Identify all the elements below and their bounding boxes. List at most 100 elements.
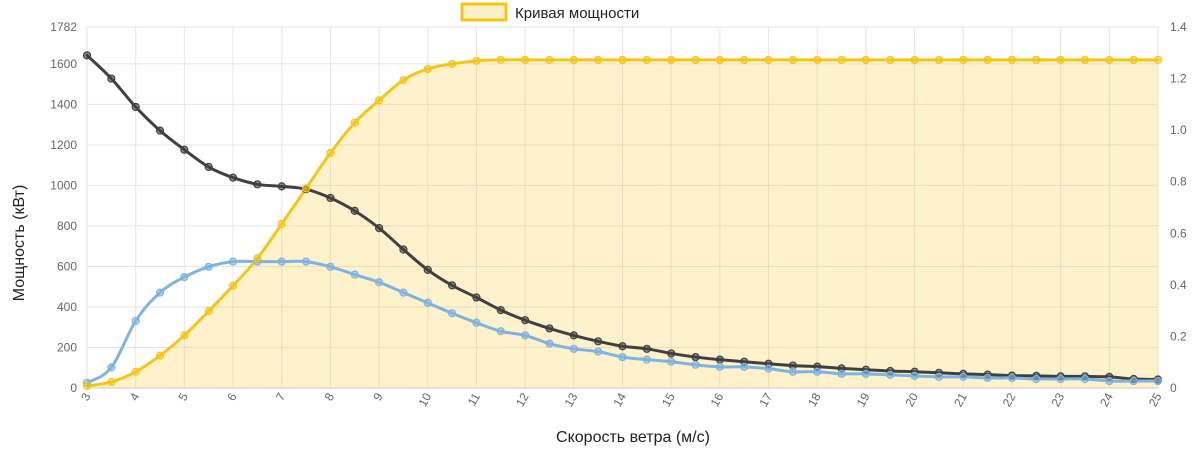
- blue-series-point[interactable]: [837, 369, 846, 378]
- dark-series-point[interactable]: [472, 293, 481, 302]
- power-curve-point[interactable]: [399, 75, 408, 85]
- power-curve-point[interactable]: [545, 55, 554, 64]
- blue-series-point[interactable]: [496, 327, 505, 336]
- blue-series-point[interactable]: [667, 357, 676, 366]
- blue-series-point[interactable]: [350, 270, 359, 279]
- power-curve-point[interactable]: [886, 55, 895, 64]
- blue-series-point[interactable]: [180, 273, 189, 282]
- blue-series-point[interactable]: [1153, 376, 1163, 386]
- power-curve-point[interactable]: [788, 55, 797, 64]
- power-curve-point[interactable]: [910, 55, 919, 64]
- dark-series-point[interactable]: [180, 145, 189, 154]
- blue-series-point[interactable]: [715, 362, 724, 371]
- blue-series-point[interactable]: [228, 257, 238, 266]
- blue-series-point[interactable]: [740, 362, 749, 371]
- power-curve-point[interactable]: [691, 55, 700, 64]
- power-curve-point[interactable]: [1056, 55, 1065, 64]
- blue-series-point[interactable]: [107, 363, 116, 372]
- blue-series-point[interactable]: [1129, 376, 1138, 386]
- blue-series-point[interactable]: [861, 369, 871, 378]
- power-curve-point[interactable]: [374, 96, 384, 105]
- dark-series-point[interactable]: [399, 245, 408, 254]
- power-curve-point[interactable]: [423, 64, 432, 74]
- dark-series-point[interactable]: [82, 51, 92, 60]
- blue-series-point[interactable]: [764, 364, 773, 373]
- power-curve-point[interactable]: [1129, 55, 1138, 64]
- blue-series-point[interactable]: [326, 262, 335, 271]
- dark-series-point[interactable]: [131, 102, 140, 112]
- power-curve-point[interactable]: [618, 55, 627, 64]
- power-curve-point[interactable]: [642, 55, 651, 64]
- power-curve-point[interactable]: [837, 55, 846, 64]
- dark-series-point[interactable]: [642, 344, 651, 353]
- dark-series-point[interactable]: [228, 173, 238, 182]
- power-curve-point[interactable]: [107, 377, 116, 387]
- power-curve-point[interactable]: [594, 55, 603, 64]
- legend-label[interactable]: Кривая мощности: [515, 5, 639, 22]
- blue-series-point[interactable]: [423, 298, 432, 308]
- dark-series-point[interactable]: [691, 352, 700, 362]
- blue-series-point[interactable]: [1056, 374, 1065, 384]
- blue-series-point[interactable]: [910, 371, 919, 380]
- legend-swatch[interactable]: [460, 2, 508, 22]
- blue-series-point[interactable]: [618, 352, 627, 362]
- power-curve-point[interactable]: [277, 219, 286, 229]
- blue-series-point[interactable]: [448, 309, 457, 318]
- power-curve-point[interactable]: [715, 55, 724, 64]
- dark-series-point[interactable]: [715, 355, 724, 364]
- power-curve-point[interactable]: [521, 55, 530, 64]
- power-curve-point[interactable]: [764, 55, 773, 64]
- dark-series-point[interactable]: [521, 316, 530, 325]
- blue-series-point[interactable]: [788, 367, 797, 376]
- blue-series-point[interactable]: [301, 257, 311, 266]
- dark-series-point[interactable]: [448, 281, 457, 290]
- power-curve-point[interactable]: [983, 55, 992, 64]
- power-curve-point[interactable]: [1153, 55, 1163, 64]
- blue-series-point[interactable]: [691, 360, 700, 369]
- blue-series-point[interactable]: [569, 344, 578, 353]
- blue-series-point[interactable]: [277, 257, 286, 266]
- power-curve-point[interactable]: [959, 55, 968, 64]
- power-curve-point[interactable]: [180, 331, 189, 340]
- power-curve-point[interactable]: [131, 367, 140, 376]
- blue-series-point[interactable]: [155, 288, 165, 297]
- power-curve-point[interactable]: [740, 55, 749, 64]
- dark-series-point[interactable]: [423, 265, 432, 274]
- dark-series-point[interactable]: [374, 224, 384, 233]
- power-curve-point[interactable]: [667, 55, 676, 64]
- blue-series-point[interactable]: [594, 347, 603, 356]
- power-curve-point[interactable]: [1032, 55, 1041, 64]
- blue-series-point[interactable]: [399, 288, 408, 297]
- blue-series-point[interactable]: [131, 316, 140, 326]
- power-curve-point[interactable]: [1105, 55, 1114, 64]
- power-curve-point[interactable]: [155, 351, 165, 360]
- blue-series-point[interactable]: [1080, 374, 1090, 384]
- dark-series-point[interactable]: [667, 349, 676, 358]
- blue-series-point[interactable]: [521, 331, 530, 340]
- power-curve-point[interactable]: [1080, 55, 1090, 64]
- power-curve-point[interactable]: [204, 306, 213, 316]
- dark-series-point[interactable]: [277, 182, 286, 191]
- blue-series-point[interactable]: [934, 372, 944, 382]
- blue-series-point[interactable]: [472, 318, 481, 327]
- power-curve-point[interactable]: [448, 59, 457, 68]
- dark-series-point[interactable]: [326, 193, 335, 203]
- dark-series-point[interactable]: [204, 162, 213, 172]
- power-curve-point[interactable]: [569, 55, 578, 64]
- power-curve-point[interactable]: [934, 55, 944, 64]
- blue-series-point[interactable]: [1105, 376, 1114, 386]
- blue-series-point[interactable]: [1032, 374, 1041, 384]
- power-curve-point[interactable]: [82, 381, 92, 391]
- blue-series-point[interactable]: [545, 339, 554, 348]
- dark-series-point[interactable]: [594, 337, 603, 346]
- power-curve-point[interactable]: [350, 118, 359, 127]
- power-curve-point[interactable]: [813, 55, 822, 64]
- power-curve-point[interactable]: [253, 254, 262, 263]
- dark-series-point[interactable]: [350, 206, 359, 215]
- dark-series-point[interactable]: [569, 331, 578, 340]
- blue-series-point[interactable]: [983, 373, 992, 383]
- dark-series-point[interactable]: [107, 74, 116, 83]
- blue-series-point[interactable]: [1007, 373, 1017, 383]
- blue-series-point[interactable]: [204, 262, 213, 271]
- blue-series-point[interactable]: [642, 355, 651, 364]
